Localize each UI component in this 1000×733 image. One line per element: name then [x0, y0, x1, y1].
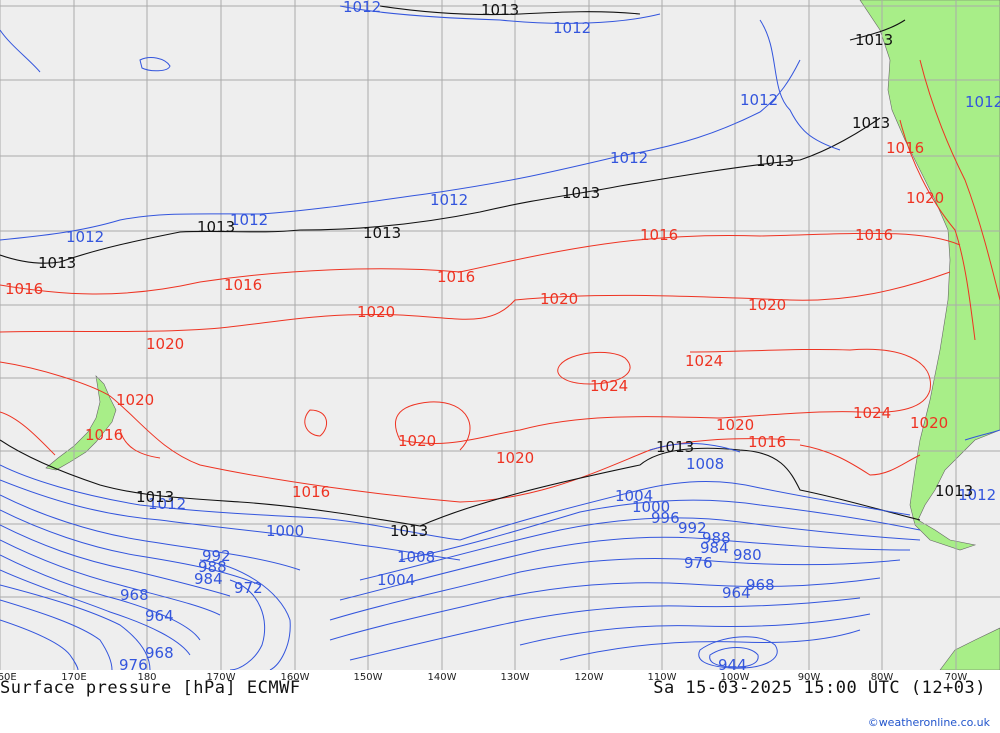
longitude-label: 180 — [137, 672, 157, 683]
longitude-label: 160E — [0, 672, 17, 683]
isobar-label: 1012 — [740, 91, 778, 109]
map-footer: 160E 170E 180 170W 160W 150W 140W 130W 1… — [0, 670, 1000, 733]
isobar-label: 1013 — [197, 218, 235, 236]
credit-link[interactable]: ©weatheronline.co.uk — [867, 716, 990, 729]
longitude-label: 130W — [500, 672, 530, 683]
longitude-label: 140W — [427, 672, 457, 683]
isobars-low — [0, 5, 1000, 671]
longitude-label: 170W — [206, 672, 236, 683]
isobar-label: 1012 — [66, 228, 104, 246]
longitude-label: 80W — [870, 672, 894, 683]
isobar-label: 992 — [202, 547, 231, 565]
isobar-label: 996 — [651, 509, 680, 527]
isobar-label: 1012 — [230, 211, 268, 229]
isobar-label: 980 — [733, 546, 762, 564]
isobar-label: 1012 — [610, 149, 648, 167]
isobar-label: 1020 — [910, 414, 948, 432]
isobar-label: 1024 — [853, 404, 891, 422]
isobar-label: 1012 — [343, 0, 381, 16]
south-america-land — [859, 0, 1000, 551]
isobar-label: 976 — [119, 656, 148, 670]
lat-lon-grid — [0, 0, 1000, 670]
isobar-label: 1024 — [590, 377, 628, 395]
isobar-label: 1013 — [852, 114, 890, 132]
isobar-label: 1004 — [377, 571, 415, 589]
isobar-label: 1020 — [496, 449, 534, 467]
isobar-label: 1013 — [656, 438, 694, 456]
isobar-label: 1013 — [363, 224, 401, 242]
isobar-label: 984 — [194, 570, 223, 588]
isobars-mid — [0, 5, 921, 527]
longitude-label: 90W — [797, 672, 821, 683]
isobar-label: 988 — [702, 529, 731, 547]
isobar-label: 1013 — [38, 254, 76, 272]
longitude-label: 160W — [280, 672, 310, 683]
isobar-label: 1013 — [562, 184, 600, 202]
isobar-label: 1016 — [5, 280, 43, 298]
isobar-label: 1020 — [716, 416, 754, 434]
isobar-label: 972 — [234, 579, 263, 597]
isobar-label: 944 — [718, 656, 747, 670]
isobar-label: 1013 — [935, 482, 973, 500]
pressure-map: 1012 1013 1012 1013 1012 1013 1012 1013 … — [0, 0, 1000, 674]
longitude-label: 120W — [574, 672, 604, 683]
isobar-label: 1016 — [748, 433, 786, 451]
isobar-label: 1020 — [146, 335, 184, 353]
isobar-label: 1020 — [906, 189, 944, 207]
isobar-label: 992 — [678, 519, 707, 537]
isobar-label: 1012 — [958, 486, 996, 504]
isobar-label: 1008 — [686, 455, 724, 473]
isobar-label: 964 — [145, 607, 174, 625]
longitude-label: 70W — [944, 672, 968, 683]
isobar-label: 1013 — [136, 488, 174, 506]
isobar-label: 1013 — [390, 522, 428, 540]
isobar-label: 1012 — [553, 19, 591, 37]
isobar-label: 1000 — [266, 522, 304, 540]
isobar-label: 968 — [746, 576, 775, 594]
isobar-label: 1016 — [855, 226, 893, 244]
isobar-label: 1016 — [85, 426, 123, 444]
isobar-label: 1016 — [886, 139, 924, 157]
isobar-label: 1024 — [685, 352, 723, 370]
longitude-label: 110W — [647, 672, 677, 683]
map-valid-time: Sa 15-03-2025 15:00 UTC (12+03) — [653, 678, 986, 698]
map-canvas: 1012 1013 1012 1013 1012 1013 1012 1013 … — [0, 0, 1000, 674]
isobar-label: 984 — [700, 539, 729, 557]
isobar-label: 1013 — [481, 1, 519, 19]
isobar-label: 1012 — [430, 191, 468, 209]
isobar-label: 1020 — [116, 391, 154, 409]
isobar-label: 968 — [145, 644, 174, 662]
isobar-label: 1013 — [756, 152, 794, 170]
isobar-label: 1020 — [540, 290, 578, 308]
isobar-label: 976 — [684, 554, 713, 572]
isobar-label: 988 — [198, 558, 227, 576]
isobar-label: 1016 — [640, 226, 678, 244]
isobar-label: 964 — [722, 584, 751, 602]
isobar-label: 1016 — [437, 268, 475, 286]
isobar-label: 1020 — [748, 296, 786, 314]
isobar-label: 1020 — [398, 432, 436, 450]
isobar-label: 1012 — [965, 93, 1000, 111]
isobar-label: 1004 — [615, 487, 653, 505]
map-title: Surface pressure [hPa] ECMWF — [0, 678, 301, 698]
isobar-label: 1012 — [148, 495, 186, 513]
longitude-label: 100W — [720, 672, 750, 683]
longitude-label: 170E — [61, 672, 87, 683]
ocean — [0, 0, 1000, 670]
isobar-label: 1016 — [224, 276, 262, 294]
isobar-label: 968 — [120, 586, 149, 604]
isobar-label: 1000 — [632, 498, 670, 516]
isobar-label: 1013 — [855, 31, 893, 49]
longitude-label: 150W — [353, 672, 383, 683]
isobar-label: 1008 — [397, 548, 435, 566]
isobar-labels: 1012 1013 1012 1013 1012 1013 1012 1013 … — [5, 0, 1000, 674]
isobar-label: 1016 — [292, 483, 330, 501]
isobar-label: 1020 — [357, 303, 395, 321]
